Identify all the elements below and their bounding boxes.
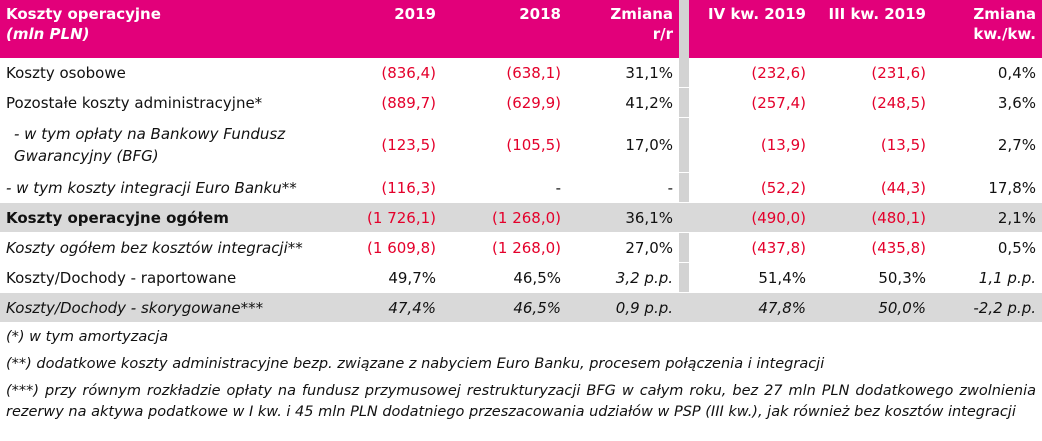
row-label: Koszty osobowe xyxy=(0,58,342,88)
header-change-yoy: Zmiana r/r xyxy=(567,0,679,58)
footnote-2: (**) dodatkowe koszty administracyjne be… xyxy=(6,356,825,372)
cell-q3: (435,8) xyxy=(812,232,932,263)
cell-yoy: 17,0% xyxy=(567,117,679,173)
table-row: Koszty osobowe (836,4) (638,1) 31,1% (23… xyxy=(0,58,1042,88)
table-title: Koszty operacyjne xyxy=(6,5,161,23)
cell-qoq: 2,1% xyxy=(932,202,1042,233)
cell-2018: 46,5% xyxy=(442,292,567,323)
row-label: - w tym koszty integracji Euro Banku** xyxy=(0,172,342,203)
cell-q4: 51,4% xyxy=(689,262,812,293)
cell-yoy: - xyxy=(567,172,679,203)
row-label: Koszty/Dochody - raportowane xyxy=(0,262,342,293)
table-unit: (mln PLN) xyxy=(6,25,90,43)
cell-yoy: 36,1% xyxy=(567,202,679,233)
cell-2019: (1 609,8) xyxy=(342,232,442,263)
header-change-qoq: Zmiana kw./kw. xyxy=(932,0,1042,58)
cell-2019: (889,7) xyxy=(342,87,442,118)
footnote-3: (***) przy równym rozkładzie opłaty na f… xyxy=(6,383,1036,420)
cell-qoq: 1,1 p.p. xyxy=(932,262,1042,293)
cell-2019: 47,4% xyxy=(342,292,442,323)
cell-q4: (437,8) xyxy=(689,232,812,263)
operating-costs-table: Koszty operacyjne (mln PLN) 2019 2018 Zm… xyxy=(0,0,1042,323)
cell-q4: (52,2) xyxy=(689,172,812,203)
cell-q4: (257,4) xyxy=(689,87,812,118)
cell-2018: (1 268,0) xyxy=(442,232,567,263)
cell-q4: 47,8% xyxy=(689,292,812,323)
cell-q3: (248,5) xyxy=(812,87,932,118)
cell-q3: (231,6) xyxy=(812,58,932,88)
cell-2019: 49,7% xyxy=(342,262,442,293)
cell-yoy: 41,2% xyxy=(567,87,679,118)
header-q4-2019: IV kw. 2019 xyxy=(689,0,812,58)
table-row: - w tym opłaty na Bankowy Fundusz Gwaran… xyxy=(0,117,1042,173)
cell-yoy: 27,0% xyxy=(567,232,679,263)
table-row: Koszty ogółem bez kosztów integracji** (… xyxy=(0,232,1042,263)
cell-q3: 50,3% xyxy=(812,262,932,293)
table-row: Pozostałe koszty administracyjne* (889,7… xyxy=(0,87,1042,118)
cell-q4: (13,9) xyxy=(689,117,812,173)
cell-qoq: 2,7% xyxy=(932,117,1042,173)
cell-2018: 46,5% xyxy=(442,262,567,293)
cell-2019: (123,5) xyxy=(342,117,442,173)
row-label: Pozostałe koszty administracyjne* xyxy=(0,87,342,118)
cell-yoy: 0,9 p.p. xyxy=(567,292,679,323)
cell-q3: (13,5) xyxy=(812,117,932,173)
cell-2018: (1 268,0) xyxy=(442,202,567,233)
cell-q4: (232,6) xyxy=(689,58,812,88)
cell-yoy: 3,2 p.p. xyxy=(567,262,679,293)
footnote-1: (*) w tym amortyzacja xyxy=(6,329,169,345)
cell-q3: (44,3) xyxy=(812,172,932,203)
cell-q4: (490,0) xyxy=(689,202,812,233)
cell-2018: (629,9) xyxy=(442,87,567,118)
table-row-total: Koszty operacyjne ogółem (1 726,1) (1 26… xyxy=(0,202,1042,233)
cell-qoq: 17,8% xyxy=(932,172,1042,203)
cell-2019: (1 726,1) xyxy=(342,202,442,233)
row-label: Koszty ogółem bez kosztów integracji** xyxy=(0,232,342,263)
cell-2018: - xyxy=(442,172,567,203)
header-2019: 2019 xyxy=(342,0,442,58)
cell-q3: 50,0% xyxy=(812,292,932,323)
table-row: Koszty/Dochody - raportowane 49,7% 46,5%… xyxy=(0,262,1042,293)
cell-qoq: -2,2 p.p. xyxy=(932,292,1042,323)
table-row: Koszty/Dochody - skorygowane*** 47,4% 46… xyxy=(0,292,1042,323)
column-gap xyxy=(679,0,689,58)
cell-2018: (105,5) xyxy=(442,117,567,173)
header-2018: 2018 xyxy=(442,0,567,58)
table-row: - w tym koszty integracji Euro Banku** (… xyxy=(0,172,1042,203)
footnotes: (*) w tym amortyzacja (**) dodatkowe kos… xyxy=(0,323,1042,423)
header-q3-2019: III kw. 2019 xyxy=(812,0,932,58)
cell-2019: (836,4) xyxy=(342,58,442,88)
cell-2018: (638,1) xyxy=(442,58,567,88)
cell-2019: (116,3) xyxy=(342,172,442,203)
cell-qoq: 0,5% xyxy=(932,232,1042,263)
row-label: - w tym opłaty na Bankowy Fundusz Gwaran… xyxy=(0,117,342,173)
row-label: Koszty/Dochody - skorygowane*** xyxy=(0,292,342,323)
header-title-cell: Koszty operacyjne (mln PLN) xyxy=(0,0,342,58)
table-header-row: Koszty operacyjne (mln PLN) 2019 2018 Zm… xyxy=(0,0,1042,58)
cell-yoy: 31,1% xyxy=(567,58,679,88)
row-label: Koszty operacyjne ogółem xyxy=(0,202,342,233)
cell-qoq: 3,6% xyxy=(932,87,1042,118)
cell-q3: (480,1) xyxy=(812,202,932,233)
cell-qoq: 0,4% xyxy=(932,58,1042,88)
